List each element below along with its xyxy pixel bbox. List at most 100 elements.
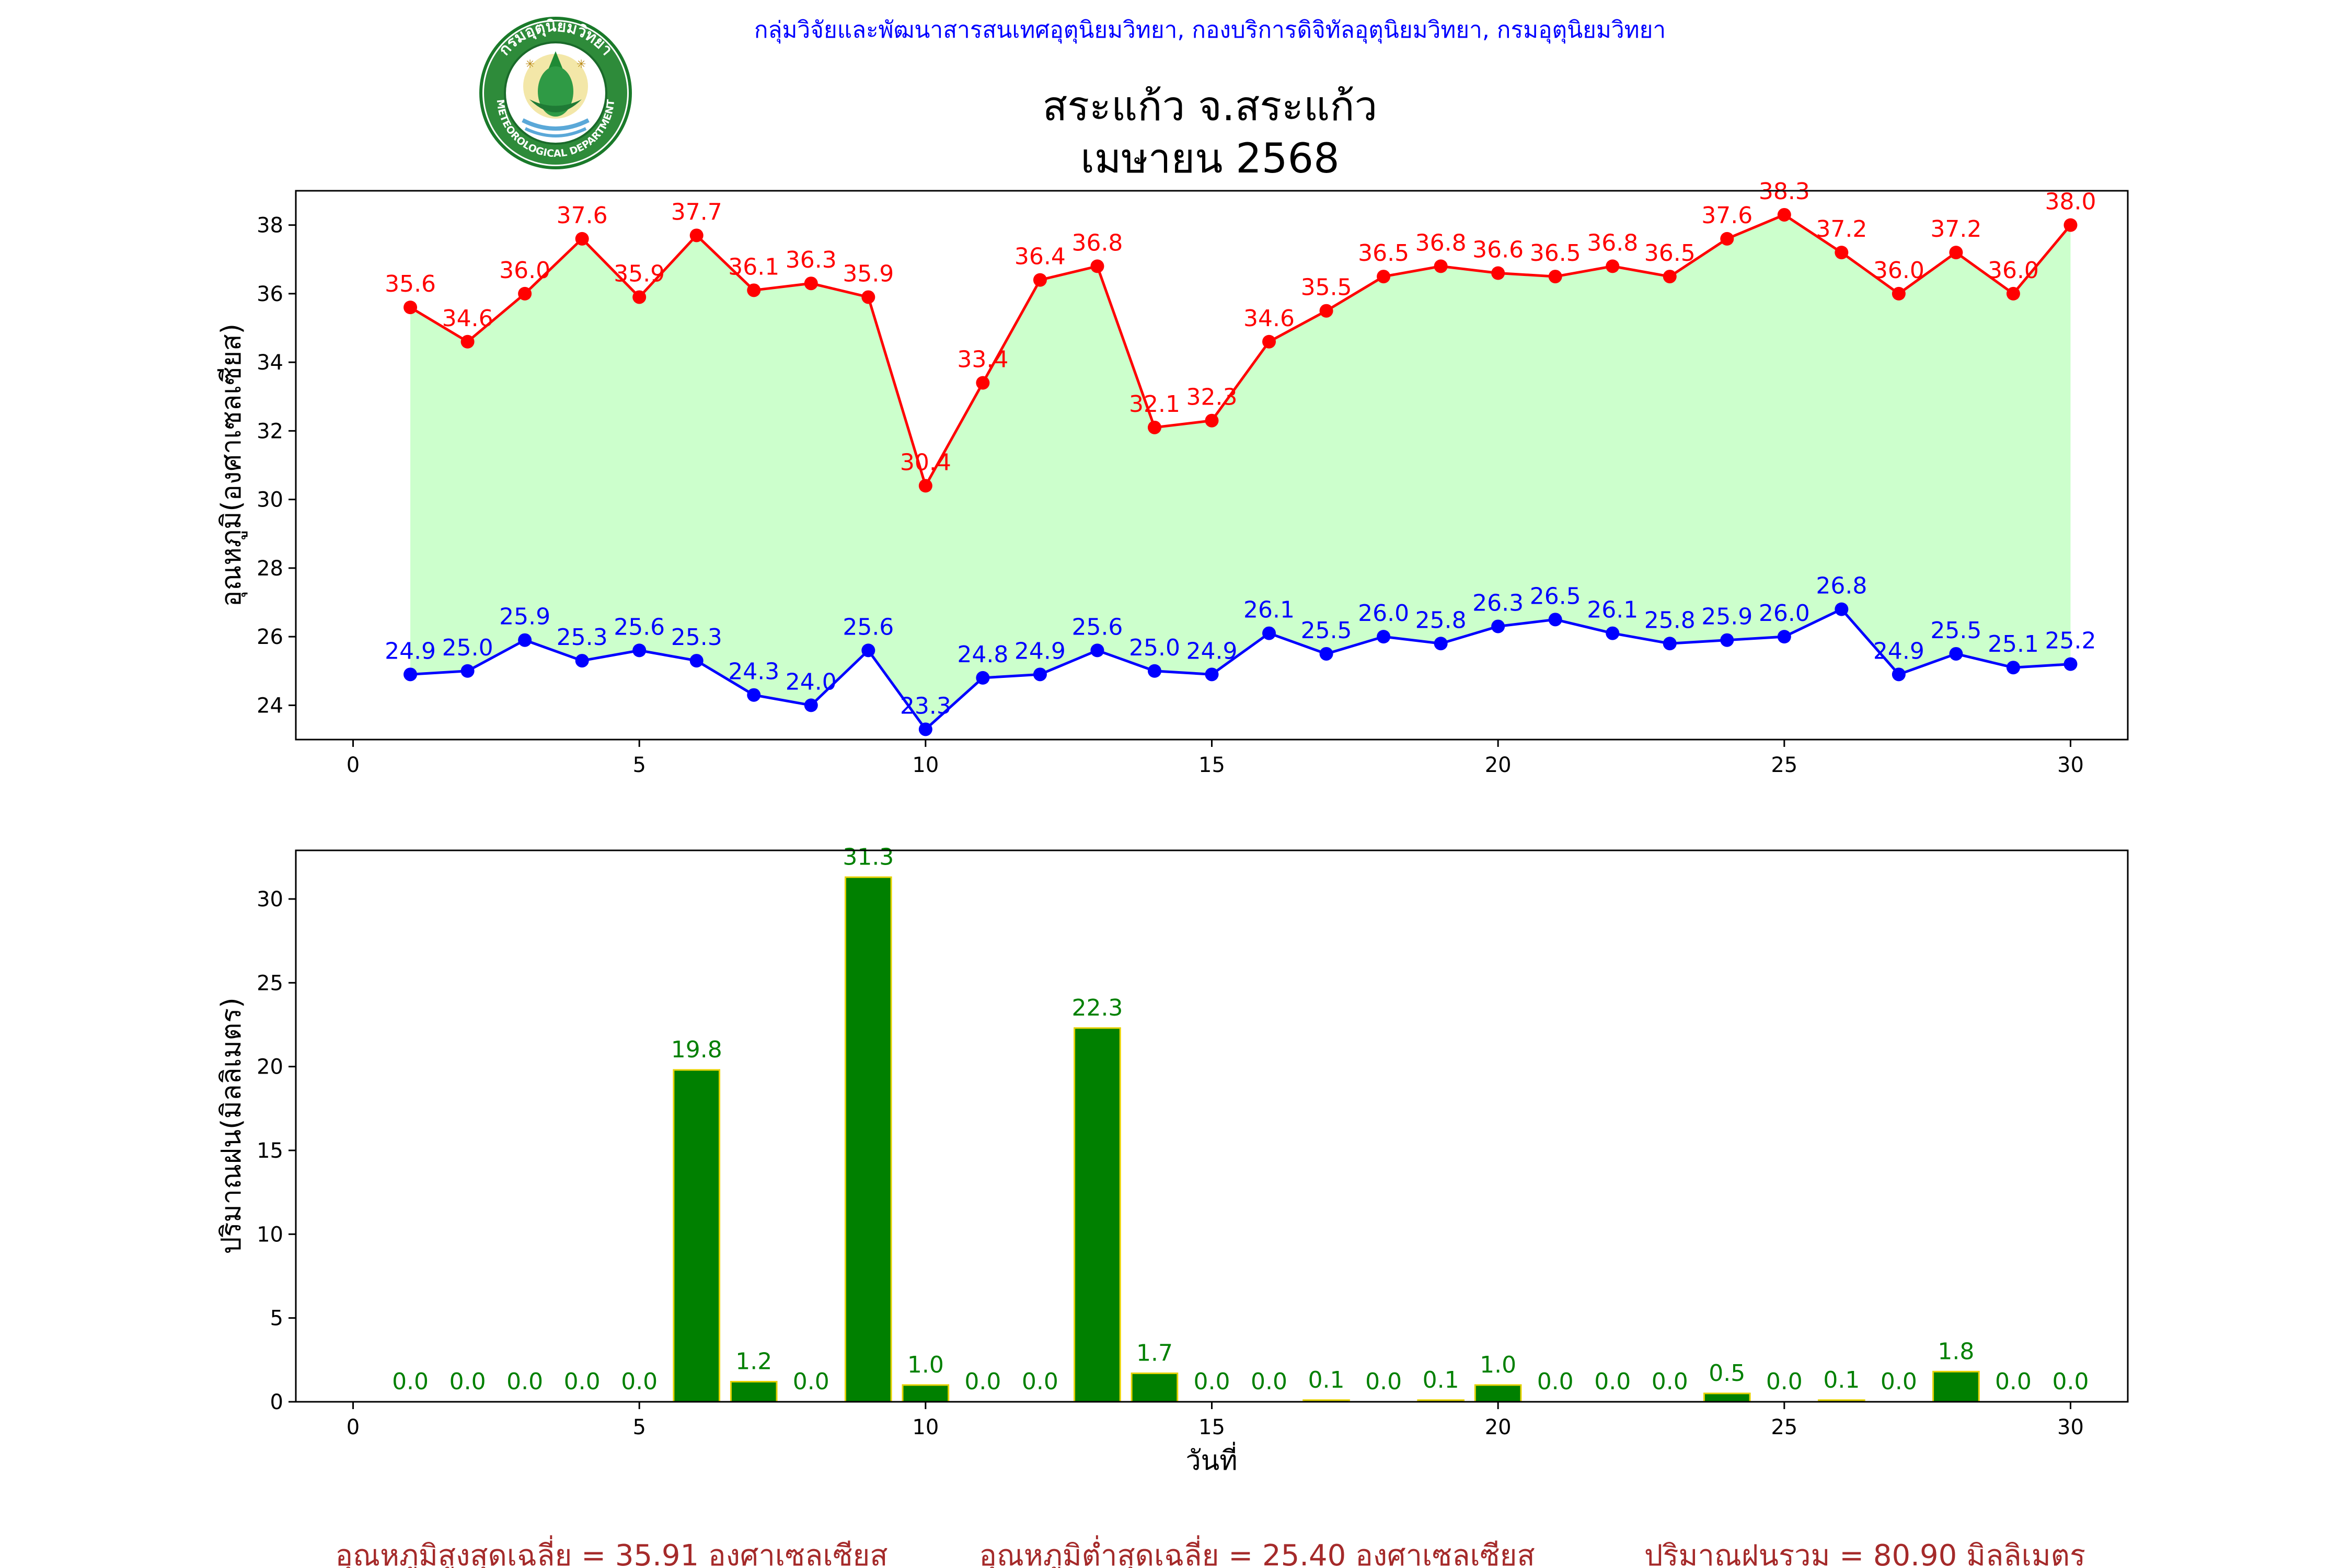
min-temp-data-label: 24.3	[728, 659, 779, 685]
max-temp-data-label: 36.8	[1071, 229, 1123, 256]
rain-data-label: 0.0	[506, 1368, 543, 1395]
max-temp-data-label: 30.4	[900, 449, 951, 476]
min-temp-point	[1090, 643, 1104, 658]
min-temp-point	[1319, 647, 1333, 661]
min-temp-data-label: 25.5	[1930, 617, 1981, 644]
max-temp-data-label: 36.0	[1988, 257, 2039, 284]
min-temp-point	[976, 671, 990, 685]
min-temp-data-label: 26.5	[1530, 583, 1581, 609]
y-tick-label: 32	[257, 419, 283, 443]
rain-data-label: 0.1	[1308, 1367, 1345, 1393]
rain-data-label: 0.0	[1251, 1368, 1287, 1395]
summary-avg-max: อุณหภูมิสูงสุดเฉลี่ย = 35.91 องศาเซลเซีย…	[335, 1535, 887, 1568]
min-temp-data-label: 26.3	[1472, 590, 1524, 616]
rain-bar	[1703, 1392, 1751, 1403]
min-temp-point	[403, 667, 418, 682]
max-temp-data-label: 36.1	[728, 253, 779, 280]
min-temp-data-label: 25.9	[1701, 604, 1753, 630]
min-temp-data-label: 24.9	[385, 638, 436, 664]
y-tick-label: 26	[257, 625, 283, 649]
x-tick-label: 10	[912, 1415, 939, 1439]
rain-bar	[1131, 1372, 1179, 1403]
rain-data-label: 0.1	[1423, 1367, 1459, 1393]
rain-data-label: 0.0	[1365, 1368, 1402, 1395]
rain-data-label: 0.0	[1995, 1368, 2032, 1395]
rain-data-label: 0.0	[1537, 1368, 1574, 1395]
max-temp-data-label: 36.4	[1014, 244, 1066, 270]
x-tick-label: 0	[347, 1415, 360, 1439]
max-temp-point	[632, 290, 647, 304]
min-temp-data-label: 25.9	[499, 604, 550, 630]
min-temp-data-label: 24.9	[1873, 638, 1924, 664]
min-temp-data-label: 24.0	[786, 668, 837, 695]
rain-data-label: 0.0	[964, 1368, 1001, 1395]
min-temp-point	[1434, 637, 1448, 651]
max-temp-point	[575, 232, 589, 246]
x-tick-label: 30	[2057, 1415, 2084, 1439]
temperature-chart: 0 5 10 15 20 25 30242628303234363835.634.636.0…	[257, 178, 2096, 777]
min-temp-data-label: 26.0	[1358, 600, 1409, 627]
rain-data-label: 0.0	[1022, 1368, 1058, 1395]
rain-data-label: 1.2	[735, 1348, 772, 1375]
x-tick-label: 0	[347, 753, 360, 777]
max-temp-point	[1835, 246, 1849, 260]
summary-total-rain: ปริมาณฝนรวม = 80.90 มิลลิเมตร	[1644, 1539, 2085, 1568]
svg-text:✳: ✳	[525, 58, 535, 71]
max-temp-data-label: 36.5	[1530, 240, 1581, 267]
min-temp-data-label: 25.8	[1415, 607, 1467, 633]
y-tick-label: 25	[257, 971, 283, 995]
rain-data-label: 0.0	[392, 1368, 429, 1395]
rain-data-label: 0.0	[1594, 1368, 1631, 1395]
rain-data-label: 1.0	[907, 1352, 944, 1378]
min-temp-data-label: 25.2	[2045, 628, 2096, 654]
max-temp-point	[2006, 286, 2020, 301]
min-temp-data-label: 25.6	[843, 614, 894, 640]
min-temp-point	[1147, 664, 1161, 678]
svg-text:✳: ✳	[577, 58, 586, 71]
rain-data-label: 1.7	[1136, 1340, 1173, 1366]
min-temp-point	[1033, 667, 1047, 682]
min-temp-data-label: 23.3	[900, 693, 951, 719]
rainfall-plot-frame	[295, 849, 2129, 1403]
min-temp-point	[2006, 661, 2020, 675]
x-tick-label: 25	[1771, 1415, 1797, 1439]
min-temp-point	[747, 688, 761, 702]
max-temp-point	[1319, 304, 1333, 318]
x-tick-label: 5	[632, 1415, 645, 1439]
rain-data-label: 0.0	[1194, 1368, 1230, 1395]
min-temp-point	[1949, 647, 1963, 661]
y-tick-label: 34	[257, 351, 283, 375]
max-temp-point	[1606, 259, 1620, 273]
temperature-plot-frame	[295, 190, 2129, 741]
max-temp-point	[518, 286, 532, 301]
rain-data-label: 0.0	[1766, 1368, 1803, 1395]
max-temp-point	[861, 290, 875, 304]
summary-avg-min: อุณหภูมิต่ำสุดเฉลี่ย = 25.40 องศาเซลเซีย…	[979, 1535, 1535, 1568]
min-temp-point	[1491, 619, 1505, 633]
rain-data-label: 1.0	[1480, 1352, 1516, 1378]
min-temp-data-label: 24.9	[1186, 638, 1238, 664]
max-temp-point	[1949, 246, 1963, 260]
rainfall-ylabel: ปริมาณฝน(มิลลิเมตร)	[216, 997, 247, 1254]
max-temp-point	[976, 376, 990, 390]
max-temp-data-label: 37.6	[1701, 202, 1753, 229]
min-temp-point	[1377, 630, 1391, 644]
y-tick-label: 38	[257, 214, 283, 238]
max-temp-point	[1147, 420, 1161, 434]
x-tick-label: 5	[632, 753, 645, 777]
rain-data-label: 0.0	[564, 1368, 601, 1395]
rain-data-label: 31.3	[843, 844, 894, 870]
max-temp-point	[1377, 270, 1391, 284]
y-tick-label: 36	[257, 282, 283, 306]
rain-bar	[902, 1384, 950, 1403]
x-tick-label: 10	[912, 753, 939, 777]
x-tick-label: 30	[2057, 753, 2084, 777]
max-temp-data-label: 38.0	[2045, 189, 2096, 215]
min-temp-point	[804, 698, 818, 712]
rain-bar	[1074, 1027, 1121, 1403]
max-temp-point	[1262, 335, 1276, 349]
max-temp-point	[1033, 273, 1047, 287]
max-temp-data-label: 34.6	[1243, 305, 1295, 332]
period-title: เมษายน 2568	[1080, 135, 1340, 182]
station-title: สระแก้ว จ.สระแก้ว	[1043, 83, 1378, 130]
